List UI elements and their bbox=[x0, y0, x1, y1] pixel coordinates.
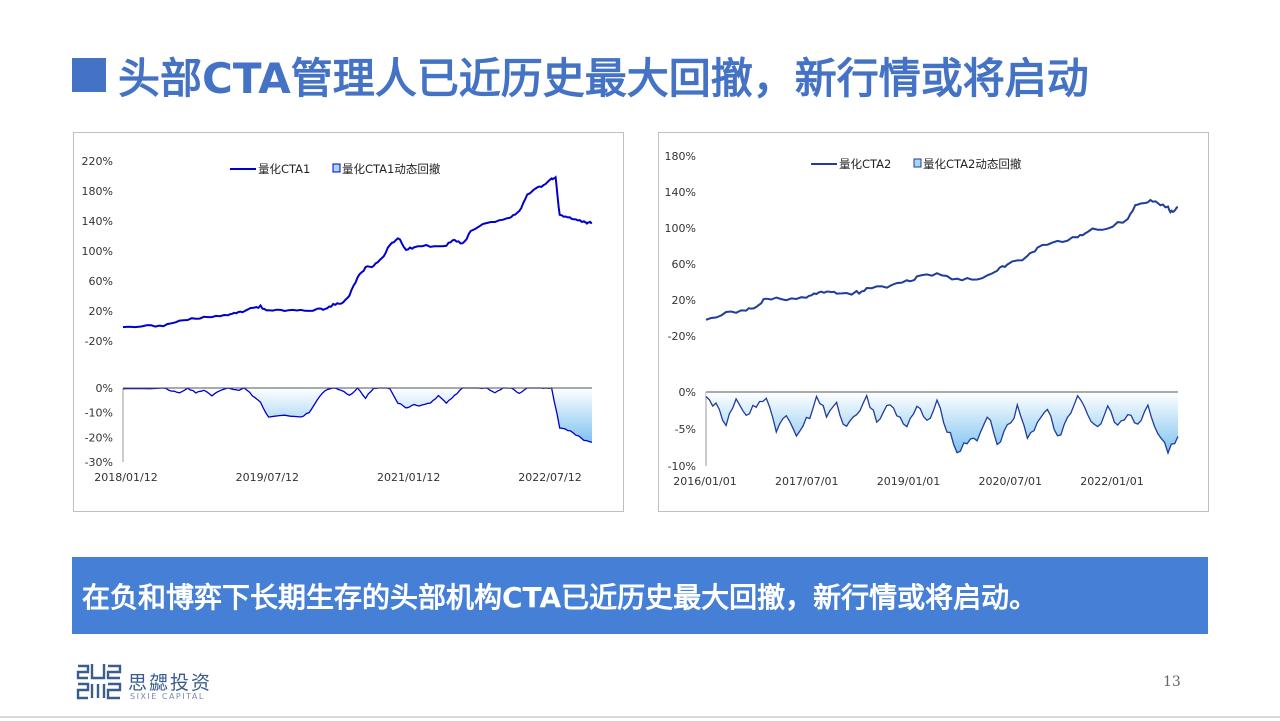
slide-title: 头部CTA管理人已近历史最大回撤，新行情或将启动 bbox=[72, 45, 1089, 105]
conclusion-banner: 在负和博弈下长期生存的头部机构CTA已近历史最大回撤，新行情或将启动。 bbox=[72, 557, 1208, 634]
page-number: 13 bbox=[1163, 674, 1181, 690]
nav-y-tick-label: 100% bbox=[82, 245, 113, 258]
drawdown-y-tick-label: -10% bbox=[668, 460, 696, 473]
nav-y-tick-label: 60% bbox=[89, 275, 113, 288]
x-tick-label: 2020/07/01 bbox=[979, 475, 1042, 488]
legend-drawdown-label: 量化CTA1动态回撤 bbox=[342, 162, 441, 176]
title-bullet-square bbox=[72, 58, 106, 92]
logo-name-en: SIXIE CAPITAL bbox=[130, 692, 205, 701]
legend-nav-label: 量化CTA1 bbox=[258, 162, 310, 176]
x-tick-label: 2016/01/01 bbox=[673, 475, 736, 488]
drawdown-y-tick-label: -10% bbox=[85, 407, 113, 420]
legend-drawdown-swatch bbox=[913, 158, 922, 168]
x-tick-label: 2017/07/01 bbox=[775, 475, 838, 488]
chart-cta1: 220% 180% 140% 100% 60% 20% -20% 0% -10% -20% -30%… bbox=[82, 155, 593, 484]
x-tick-label: 2021/01/12 bbox=[377, 471, 440, 484]
chart-panel-cta1: 220% 180% 140% 100% 60% 20% -20% 0% -10% -20% -30%… bbox=[73, 132, 624, 512]
legend-drawdown-label: 量化CTA2动态回撤 bbox=[923, 157, 1022, 171]
nav-y-tick-label: 140% bbox=[82, 215, 113, 228]
sixie-logo-icon bbox=[76, 664, 122, 700]
nav-y-tick-label: 140% bbox=[665, 186, 696, 199]
logo-name-cn: 思勰投资 bbox=[128, 672, 213, 694]
drawdown-y-tick-label: -20% bbox=[85, 431, 113, 444]
chart-cta2: 180% 140% 100% 60% 20% -20% 0% -5% -10% 2016/01/0… bbox=[665, 150, 1179, 488]
x-tick-label: 2019/01/01 bbox=[877, 475, 940, 488]
nav-y-tick-label: 60% bbox=[672, 258, 696, 271]
drawdown-y-tick-label: 0% bbox=[679, 386, 696, 399]
nav-y-tick-label: -20% bbox=[85, 335, 113, 348]
nav-y-tick-label: 180% bbox=[82, 185, 113, 198]
legend-nav-label: 量化CTA2 bbox=[839, 157, 891, 171]
nav-y-tick-label: 220% bbox=[82, 155, 113, 168]
x-tick-label: 2022/07/12 bbox=[518, 471, 581, 484]
x-tick-label: 2022/01/01 bbox=[1080, 475, 1143, 488]
drawdown-area bbox=[123, 388, 592, 443]
chart-panel-cta2: 180% 140% 100% 60% 20% -20% 0% -5% -10% 2016/01/0… bbox=[658, 132, 1209, 512]
drawdown-y-tick-label: -5% bbox=[675, 423, 696, 436]
title-text: 头部CTA管理人已近历史最大回撤，新行情或将启动 bbox=[118, 53, 1089, 103]
drawdown-y-tick-label: -30% bbox=[85, 456, 113, 469]
legend-drawdown-swatch bbox=[332, 163, 341, 173]
drawdown-y-tick-label: 0% bbox=[96, 382, 113, 395]
drawdown-area bbox=[706, 392, 1178, 454]
nav-y-tick-label: 20% bbox=[89, 305, 113, 318]
nav-y-tick-label: 100% bbox=[665, 222, 696, 235]
x-tick-label: 2019/07/12 bbox=[236, 471, 299, 484]
nav-line bbox=[122, 175, 593, 329]
nav-line bbox=[705, 198, 1179, 321]
nav-y-tick-label: 180% bbox=[665, 150, 696, 163]
nav-y-tick-label: -20% bbox=[668, 330, 696, 343]
footer-divider bbox=[0, 716, 1280, 718]
x-tick-label: 2018/01/12 bbox=[94, 471, 157, 484]
drawdown-line bbox=[705, 393, 1179, 456]
nav-y-tick-label: 20% bbox=[672, 294, 696, 307]
drawdown-line bbox=[122, 387, 593, 443]
